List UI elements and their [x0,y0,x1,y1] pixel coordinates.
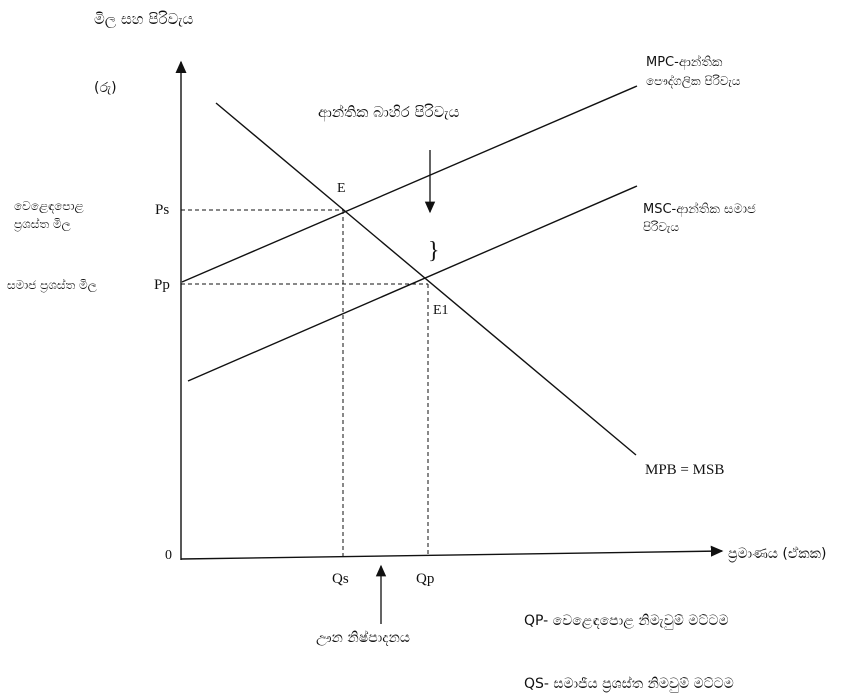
msc-label-line1: MSC-ආන්තික සමාජ [643,201,756,217]
ps-description-line2: ප්‍රශස්ත මිල [14,217,71,232]
pp-label: Pp [154,277,170,293]
externality-label: ආන්තික බාහිර පිරිවැය [318,103,460,122]
x-axis [180,545,724,560]
underproduction-label: ඌන නිෂ්පාදනය [316,630,410,646]
mpc-curve [181,85,638,283]
ps-label: Ps [155,202,169,218]
note-qs: QS- සමාජීය ප්‍රශස්ත නිමවුම් මට්ටම [524,676,734,693]
qp-label: Qp [416,571,434,587]
ps-description-line1: වෙළෙඳපොළ [14,199,84,214]
origin-label: 0 [165,548,172,563]
y-axis-title: මිල සහ පිරිවැය [94,10,194,28]
point-e-label: E [337,181,346,196]
mpb-label: MPB = MSB [645,462,724,478]
pp-description: සමාජ ප්‍රශස්ත මිල [7,278,97,293]
mpc-label-line2: පෞද්ගලික පිරිවැය [646,74,741,89]
y-axis-unit: (රු) [94,80,117,96]
note-qp: QP- වෙළෙඳපොළ නිමැවුම් මට්ටම [524,613,729,630]
mpb-curve [215,102,637,456]
x-axis-title: ප්‍රමාණය (ඒකක) [728,546,827,563]
mpc-label-line1: MPC-ආන්තික [646,54,723,70]
externality-brace: } [428,238,440,264]
point-e1-label: E1 [433,303,449,318]
msc-label-line2: පිරිවැය [643,220,679,234]
qs-label: Qs [332,571,349,587]
